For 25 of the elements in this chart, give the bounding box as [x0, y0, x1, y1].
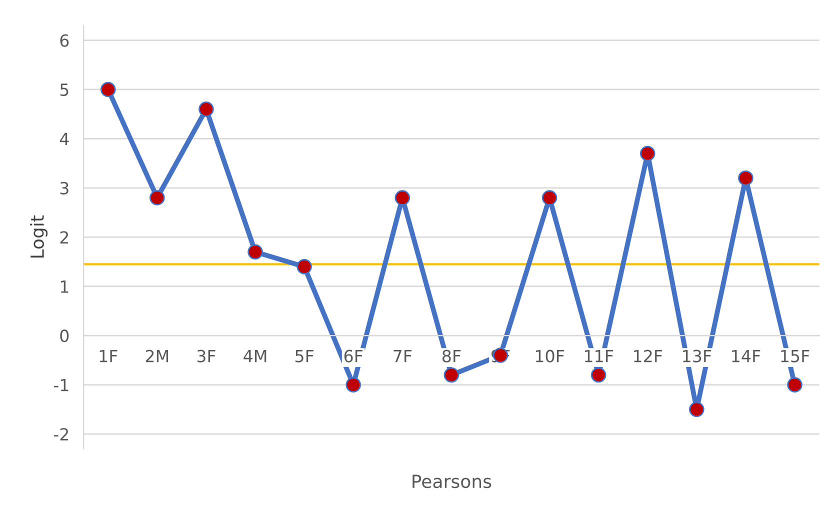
x-tick-label: 4M [244, 350, 266, 362]
y-tick-label: 1 [60, 280, 68, 293]
y-tick-label: 4 [60, 132, 69, 146]
y-tick-label: 0 [60, 330, 69, 342]
y-tick-label: 6 [60, 34, 69, 47]
x-tick-label: 10F [536, 350, 564, 362]
x-tick-label: 12F [634, 350, 662, 362]
x-tick-label: 15F [781, 350, 810, 362]
x-tick-label: 2M [146, 350, 168, 362]
y-axis-title: Logit [30, 215, 48, 258]
x-tick-label: 8F [442, 350, 461, 362]
x-axis-title: Pearsons [412, 474, 492, 488]
y-tick-label: -1 [54, 378, 68, 392]
x-tick-label: 3F [197, 350, 216, 362]
x-tick-label: 13F [683, 350, 712, 362]
x-tick-label: 11F [585, 350, 614, 362]
x-tick-label: 7F [394, 350, 412, 362]
x-tick-label: 14F [732, 350, 760, 362]
x-tick-label: 5F [295, 350, 314, 362]
y-tick-label: 5 [60, 84, 68, 96]
y-tick-label: -2 [54, 428, 68, 440]
x-tick-label: 1F [100, 350, 118, 362]
x-tick-label: 6F [344, 350, 362, 362]
y-tick-label: 2 [60, 231, 68, 244]
y-tick-label: 3 [60, 182, 68, 194]
